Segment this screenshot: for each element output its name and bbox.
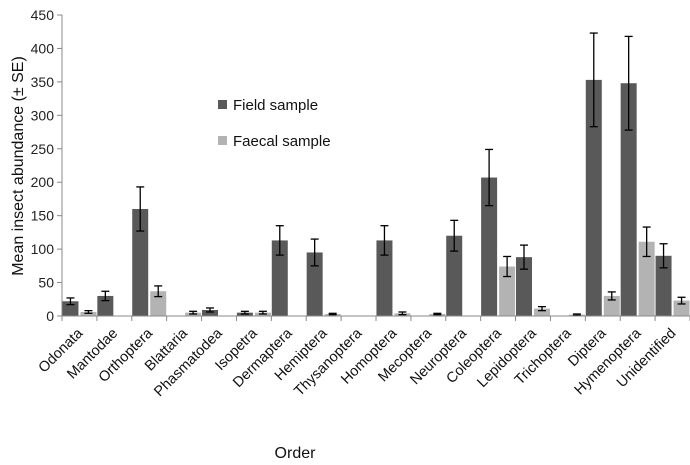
bar-faecal: [499, 266, 516, 316]
bar-field: [655, 255, 672, 316]
bar-field: [376, 240, 393, 316]
y-tick-label: 150: [31, 208, 55, 224]
bar-field: [306, 252, 323, 316]
y-tick-label: 450: [31, 7, 55, 23]
y-tick-label: 400: [31, 40, 55, 56]
bar-field: [446, 235, 463, 316]
legend-label-faecal-sample: Faecal sample: [233, 133, 331, 150]
bar-field: [585, 79, 602, 316]
legend-swatch-field-sample: [218, 100, 227, 109]
y-axis-title: Mean insect abundance (± SE): [10, 56, 27, 276]
bar-faecal: [80, 311, 97, 316]
legend-swatch-faecal-sample: [218, 136, 227, 145]
y-tick-label: 250: [31, 141, 55, 157]
y-tick-label: 300: [31, 107, 55, 123]
y-tick-label: 100: [31, 241, 55, 257]
y-tick-label: 0: [46, 308, 54, 324]
bar-field: [132, 208, 149, 316]
bar-field: [620, 83, 637, 316]
x-axis-title: Order: [275, 445, 317, 462]
bar-faecal: [638, 241, 655, 316]
legend: Field sample Faecal sample: [218, 97, 331, 150]
bar-faecal: [534, 308, 550, 316]
y-tick-label: 350: [31, 74, 55, 90]
bar-faecal: [150, 291, 167, 316]
bar-field: [481, 177, 498, 316]
legend-label-field-sample: Field sample: [233, 97, 318, 114]
x-axis: OdonataMantodaeOrthopteraBlattariaPhasma…: [36, 315, 690, 400]
error-bars: [66, 32, 686, 316]
y-axis: 0 50 100 150 200 250 300 350 400 450: [31, 7, 63, 324]
bar-field: [271, 240, 288, 316]
bar-faecal: [603, 295, 620, 316]
y-tick-label: 200: [31, 174, 55, 190]
bar-field: [516, 257, 532, 316]
bar-field: [202, 309, 218, 316]
bars: [62, 79, 690, 316]
y-tick-label: 50: [38, 275, 54, 291]
